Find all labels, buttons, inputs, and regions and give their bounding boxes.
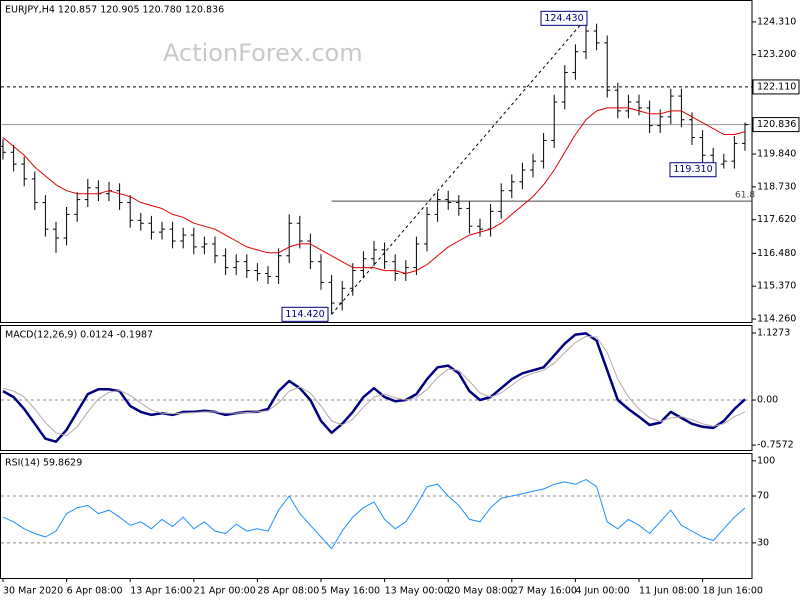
x-tick-label: 13 Apr 16:00: [130, 586, 192, 597]
trend-line: [331, 18, 587, 315]
annotation-box: [669, 162, 717, 178]
y-tick-label: 30: [757, 537, 769, 548]
y-tick-label: 1.1273: [757, 328, 790, 339]
x-tick-label: 21 Apr 00:00: [194, 586, 256, 597]
y-tick-label: 116.480: [757, 248, 796, 259]
y-tick-label: 118.730: [757, 181, 796, 192]
y-tick-label: -0.7572: [757, 440, 794, 451]
y-tick-label: 114.260: [757, 314, 796, 325]
x-tick-label: 18 Jun 16:00: [703, 586, 763, 597]
pane-title: MACD(12,26,9) 0.0124 -0.1987: [5, 330, 153, 341]
y-tick-label: 70: [757, 490, 769, 501]
x-tick-label: 4 Jun 00:00: [575, 586, 629, 597]
x-tick-label: 20 May 08:00: [448, 586, 513, 597]
y-tick-label: 100: [757, 455, 775, 466]
y-tick-label: 115.370: [757, 281, 796, 292]
y-tick-label: 0.00: [757, 395, 778, 406]
x-tick-label: 11 Jun 08:00: [639, 586, 699, 597]
watermark: ActionForex.com: [163, 39, 363, 67]
annotation-box: [540, 10, 588, 26]
y-tick-label: 119.840: [757, 149, 796, 160]
price-label: 120.836: [757, 119, 796, 130]
pane-title: EURJPY,H4 120.857 120.905 120.780 120.83…: [5, 5, 224, 16]
price-label-box: [752, 79, 800, 95]
fib-label: 61.8: [735, 191, 755, 201]
x-tick-label: 27 May 16:00: [512, 586, 577, 597]
annotation-label: 124.430: [544, 13, 583, 24]
y-tick-label: 124.310: [757, 16, 796, 27]
x-tick-label: 30 Mar 2020: [3, 586, 63, 597]
annotation-box: [281, 306, 329, 322]
series-line: [2, 479, 746, 550]
series-line: [2, 107, 746, 274]
price-label: 122.110: [757, 81, 796, 92]
series-line: [2, 335, 746, 437]
price-label-box: [752, 117, 800, 133]
pane-frame: [0, 0, 753, 323]
annotation-label: 119.310: [673, 164, 712, 175]
series-line: [2, 332, 746, 443]
pane-frame: [0, 325, 753, 451]
annotation-label: 114.420: [285, 309, 324, 320]
x-tick-label: 28 Apr 08:00: [257, 586, 319, 597]
x-tick-label: 5 May 16:00: [321, 586, 380, 597]
x-tick-label: 6 Apr 08:00: [67, 586, 123, 597]
y-tick-label: 117.620: [757, 214, 796, 225]
x-tick-label: 13 May 00:00: [385, 586, 450, 597]
y-tick-label: 123.200: [757, 49, 796, 60]
pane-frame: [0, 453, 753, 579]
pane-title: RSI(14) 59.8629: [5, 458, 82, 469]
